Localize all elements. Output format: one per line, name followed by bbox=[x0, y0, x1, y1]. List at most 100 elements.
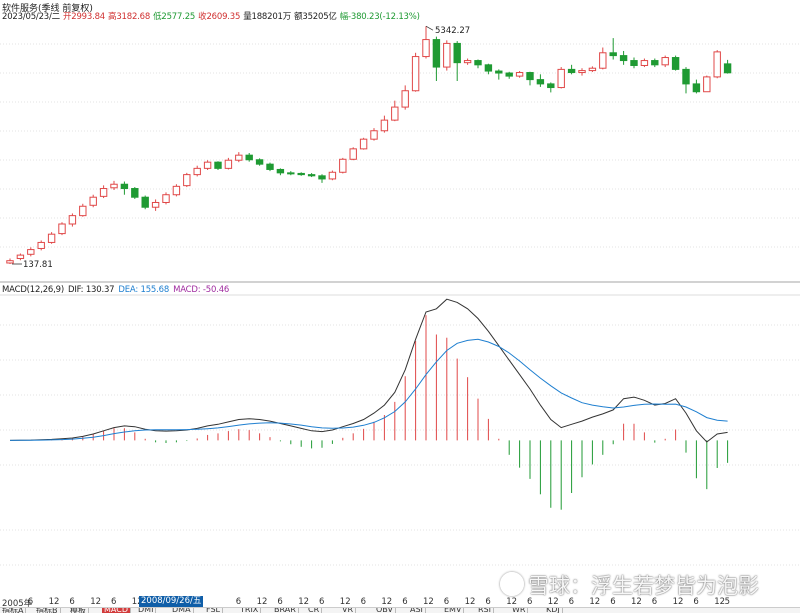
x-tick-label: 12 bbox=[90, 597, 102, 607]
indicator-tab[interactable]: CR bbox=[306, 608, 323, 613]
candle bbox=[443, 40, 451, 71]
candle-body bbox=[224, 159, 233, 169]
x-tick-label: 12 bbox=[256, 597, 268, 607]
indicator-tab[interactable]: KDJ bbox=[544, 608, 563, 613]
candle bbox=[99, 185, 108, 199]
candle-body bbox=[443, 42, 451, 68]
candle-body bbox=[391, 106, 399, 121]
candle bbox=[422, 26, 430, 59]
candle bbox=[380, 115, 389, 133]
x-tick-label: 12 bbox=[589, 597, 601, 607]
x-tick-label: 6 bbox=[443, 597, 450, 607]
candle-body bbox=[432, 39, 441, 68]
x-tick-label: 6 bbox=[111, 597, 117, 607]
quote-open: 开2993.84 bbox=[62, 12, 106, 22]
candle-body bbox=[567, 68, 576, 74]
candle-body bbox=[495, 70, 503, 74]
candle-body bbox=[651, 60, 659, 66]
indicator-tab[interactable]: MACD bbox=[102, 608, 131, 613]
indicator-tab[interactable]: ASI bbox=[408, 608, 426, 613]
candle bbox=[453, 41, 461, 82]
indicator-tabs: 指标A 指标B 模板 MACD DMI DMA FSL TRIX BRAR CR VR OBV ASI E… bbox=[0, 607, 800, 613]
candle bbox=[224, 157, 233, 170]
cursor-date-label: 2008/09/26/五 bbox=[139, 596, 204, 607]
candle bbox=[599, 47, 607, 70]
quote-date: 2023/05/23/二 bbox=[2, 12, 60, 22]
indicator-tab[interactable]: BRAR bbox=[272, 608, 299, 613]
candle bbox=[703, 75, 711, 93]
indicator-tab[interactable]: VR bbox=[340, 608, 357, 613]
high-price-label: 5342.27 bbox=[435, 26, 470, 36]
candle bbox=[16, 253, 25, 261]
quote-high: 高3182.68 bbox=[108, 12, 151, 22]
candle bbox=[110, 180, 118, 191]
candles bbox=[6, 26, 732, 265]
candle-body bbox=[193, 167, 201, 176]
candle-body bbox=[27, 249, 35, 255]
candle bbox=[391, 100, 399, 122]
candle bbox=[640, 58, 649, 68]
candle-body bbox=[474, 60, 482, 66]
candle bbox=[287, 171, 295, 176]
x-tick-label: 6 bbox=[69, 597, 75, 607]
chart-canvas[interactable]: 5342.27 137.81 bbox=[0, 0, 800, 597]
candle-body bbox=[266, 163, 274, 170]
candle-body bbox=[557, 68, 565, 89]
candle bbox=[547, 82, 555, 93]
candle-body bbox=[89, 196, 97, 206]
x-tick-label: 6 bbox=[235, 597, 242, 607]
quote-close: 收2609.35 bbox=[198, 12, 241, 22]
candle-body bbox=[214, 161, 222, 169]
candle bbox=[266, 162, 274, 172]
indicator-tab[interactable]: 指标A bbox=[0, 608, 27, 613]
candle bbox=[68, 213, 77, 227]
candle bbox=[359, 137, 368, 150]
quote-amount: 额35205亿 bbox=[294, 12, 337, 22]
candle bbox=[661, 55, 669, 68]
candle-body bbox=[703, 76, 711, 93]
x-tick-label: 6 bbox=[319, 597, 325, 607]
candle-body bbox=[99, 188, 108, 197]
candle-body bbox=[131, 188, 139, 198]
candle-body bbox=[110, 183, 118, 189]
x-tick-label: 6 bbox=[693, 597, 699, 607]
candle bbox=[58, 222, 66, 236]
candle-body bbox=[120, 183, 129, 190]
candle bbox=[172, 184, 181, 197]
indicator-tab[interactable]: 指标B bbox=[34, 608, 61, 613]
indicator-tab[interactable]: TRIX bbox=[238, 608, 262, 613]
candle bbox=[671, 55, 680, 71]
candle-body bbox=[536, 79, 545, 85]
x-tick-label: 12 bbox=[714, 597, 726, 607]
candle bbox=[37, 240, 45, 251]
candle bbox=[183, 172, 191, 188]
indicator-tab[interactable]: OBV bbox=[374, 608, 397, 613]
indicator-tab[interactable]: DMI bbox=[136, 608, 157, 613]
indicator-tab[interactable]: DMA bbox=[170, 608, 194, 613]
candle-body bbox=[484, 64, 493, 72]
indicator-tab[interactable]: RSI bbox=[476, 608, 494, 613]
candle bbox=[151, 199, 160, 211]
x-tick-label: 12 bbox=[631, 597, 642, 607]
candle-body bbox=[162, 194, 170, 203]
candle-body bbox=[203, 161, 212, 169]
candle-body bbox=[16, 254, 25, 259]
candle-body bbox=[609, 52, 617, 57]
candle-body bbox=[682, 68, 690, 85]
macd-title: MACD(12,26,9) bbox=[2, 285, 64, 295]
indicator-tab[interactable]: FSL bbox=[204, 608, 223, 613]
indicator-tab[interactable]: EMV bbox=[442, 608, 465, 613]
candle-body bbox=[328, 171, 337, 180]
candle bbox=[214, 161, 222, 171]
indicator-tab[interactable]: WR bbox=[510, 608, 529, 613]
indicator-tab[interactable]: 模板 bbox=[68, 608, 89, 613]
watermark-text: 雪球：浮生若梦皆为泡影 bbox=[528, 574, 759, 598]
candle-body bbox=[68, 215, 77, 225]
candle bbox=[162, 192, 170, 205]
candle bbox=[235, 152, 243, 163]
candle bbox=[339, 157, 347, 174]
macd-legend: MACD(12,26,9) DIF: 130.37 DEA: 155.68 MACD:… bbox=[2, 285, 229, 295]
x-tick-label: 6 bbox=[527, 597, 533, 607]
x-tick-label: 12 bbox=[672, 597, 684, 607]
